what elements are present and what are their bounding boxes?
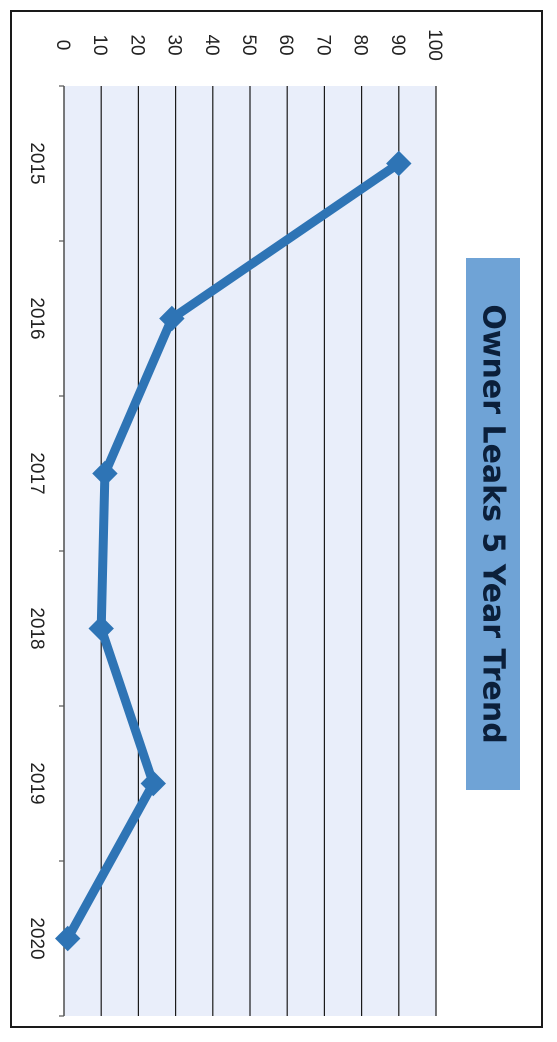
value-tick-label: 90 <box>387 34 408 55</box>
value-tick-label: 100 <box>424 29 445 61</box>
chart-title: Owner Leaks 5 Year Trend <box>476 304 511 743</box>
data-point-marker <box>159 305 185 332</box>
value-tick-label: 40 <box>201 34 222 55</box>
series-line-path <box>63 159 404 943</box>
category-tick-label: 2015 <box>26 142 47 184</box>
chart-frame <box>10 10 543 1028</box>
value-tick-label: 60 <box>275 34 296 55</box>
chart-title-group: Owner Leaks 5 Year Trend <box>466 258 520 790</box>
value-tick-label: 20 <box>126 34 147 55</box>
chart-title-background <box>466 258 520 790</box>
data-point-marker <box>92 460 118 487</box>
data-point-marker <box>88 615 114 642</box>
category-tick-label: 2017 <box>26 452 47 494</box>
category-tick-label: 2019 <box>26 762 47 804</box>
value-tick-label: 80 <box>350 34 371 55</box>
data-point-marker <box>55 925 81 952</box>
series-line <box>55 150 412 952</box>
value-tick-label: 30 <box>164 34 185 55</box>
data-point-marker <box>386 150 412 177</box>
data-point-marker <box>140 770 166 797</box>
value-tick-label: 70 <box>312 34 333 55</box>
value-tick-label: 0 <box>52 40 73 51</box>
axes: 0 10 20 30 40 50 60 70 80 90 100 2015 2016 2017 2018 20… <box>26 29 445 1017</box>
value-tick-label: 10 <box>89 34 110 55</box>
category-tick-label: 2020 <box>26 917 47 959</box>
category-tick-label: 2016 <box>26 297 47 339</box>
category-tick-label: 2018 <box>26 607 47 649</box>
value-tick-label: 50 <box>238 34 259 55</box>
